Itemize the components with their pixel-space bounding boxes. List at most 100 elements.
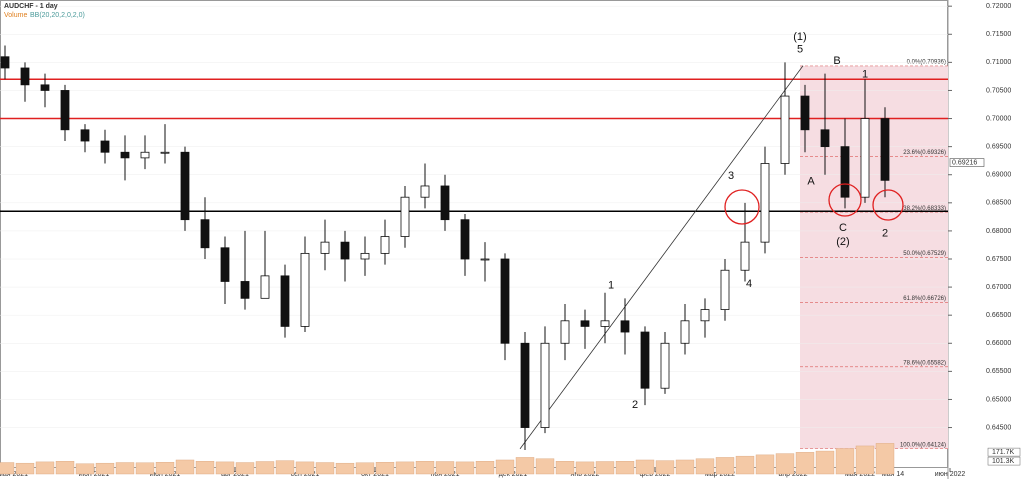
candle-body (240, 281, 250, 299)
volume-bar (55, 461, 75, 475)
y-tick-label: 0.64500 (986, 424, 1011, 431)
current-price-label: 0.69216 (952, 159, 977, 166)
wave-label: 1 (608, 279, 614, 291)
candle-body (520, 342, 530, 428)
volume-label-box (987, 447, 1021, 457)
volume-bar (135, 462, 155, 475)
x-tick-label: мая 2022 (845, 471, 875, 478)
y-tick-label: 0.68000 (986, 228, 1011, 235)
volume-bar (835, 448, 855, 475)
volume-tick-label: 171.7K (992, 449, 1015, 456)
x-tick-label: июл 2021 (150, 471, 181, 478)
y-tick-label: 0.70500 (986, 87, 1011, 94)
volume-bar (155, 462, 175, 475)
fib-label: 38.2%(0.68333) (903, 206, 946, 212)
x-tick-label: янв 2022 (571, 471, 600, 478)
candle-body (320, 241, 330, 254)
fib-label: 61.8%(0.66726) (903, 296, 946, 302)
volume-bar (655, 460, 675, 475)
legend-volume: Volume (4, 12, 27, 19)
volume-bar (795, 452, 815, 475)
wave-label: (1) (793, 31, 806, 43)
volume-bar (355, 462, 375, 475)
y-tick-label: 0.72000 (986, 3, 1011, 10)
volume-bar (675, 459, 695, 475)
chart-title: AUDCHF - 1 day (4, 3, 58, 10)
current-price-box (949, 158, 985, 167)
volume-bar (15, 462, 35, 475)
highlight-circle (828, 183, 862, 217)
candle-body (180, 151, 190, 221)
candle-body (700, 309, 710, 322)
fib-label: 50.0%(0.67529) (903, 251, 946, 257)
volume-bar (535, 458, 555, 475)
wave-label: 2 (882, 228, 888, 240)
volume-bar (195, 461, 215, 475)
candle-body (680, 320, 690, 344)
candle-body (740, 241, 750, 271)
volume-bar (95, 462, 115, 475)
volume-bar (215, 461, 235, 475)
x-tick-label: июн 2021 (79, 471, 110, 478)
candle-body (200, 219, 210, 249)
wave-label: 5 (797, 43, 803, 55)
candle-body (340, 241, 350, 260)
candle-body (260, 275, 270, 299)
wave-label: (2) (836, 236, 849, 248)
fib-label: 23.6%(0.69326) (903, 150, 946, 156)
volume-bar (435, 461, 455, 475)
wave-label: 1 (862, 69, 868, 81)
wave-label: 2 (632, 399, 638, 411)
volume-bar (735, 455, 755, 475)
volume-bar (175, 459, 195, 475)
candle-body (620, 320, 630, 333)
candle-body (400, 196, 410, 237)
wave-label: B (833, 55, 840, 67)
candle-body (660, 342, 670, 389)
y-tick-label: 0.65500 (986, 368, 1011, 375)
y-tick-label: 0.66500 (986, 312, 1011, 319)
candle-body (760, 163, 770, 243)
volume-bar (515, 457, 535, 475)
y-tick-label: 0.69500 (986, 143, 1011, 150)
volume-bar (755, 454, 775, 475)
y-tick-label: 0.65000 (986, 396, 1011, 403)
highlight-circle (724, 189, 760, 225)
volume-bar (115, 462, 135, 475)
candle-body (880, 118, 890, 181)
candle-body (440, 185, 450, 221)
candle-body (580, 320, 590, 327)
candle-body (780, 95, 790, 164)
volume-tick-label: 101.3K (992, 458, 1015, 465)
candle-body (380, 236, 390, 254)
x-tick-label: апр 2022 (778, 471, 807, 478)
candle-body (0, 56, 10, 69)
volume-bar (275, 460, 295, 475)
volume-bar (815, 450, 835, 475)
volume-bar (495, 459, 515, 475)
candle-body (280, 275, 290, 327)
volume-bar (615, 461, 635, 475)
y-tick-label: 0.70000 (986, 115, 1011, 122)
volume-bar (695, 458, 715, 475)
candle-body (40, 84, 50, 91)
y-tick-label: 0.67000 (986, 284, 1011, 291)
wave-label: C (839, 222, 847, 234)
y-tick-label: 0.66000 (986, 340, 1011, 347)
volume-bar (635, 459, 655, 475)
volume-bar (315, 462, 335, 475)
candle-body (480, 258, 490, 261)
candle-body (840, 146, 850, 198)
volume-bar (595, 461, 615, 475)
volume-bar (375, 462, 395, 475)
volume-bar (775, 453, 795, 475)
candle-body (820, 129, 830, 148)
candle-body (420, 185, 430, 198)
fib-label: 78.6%(0.65582) (903, 360, 946, 366)
candle-body (860, 118, 870, 198)
candle-body (60, 90, 70, 131)
candle-body (80, 129, 90, 142)
layer: 0.0%(0.70936)23.6%(0.69326)38.2%(0.68333… (0, 3, 1021, 478)
x-tick-label: сен 2021 (291, 471, 320, 478)
x-tick-label: дек 2021 (499, 471, 528, 478)
